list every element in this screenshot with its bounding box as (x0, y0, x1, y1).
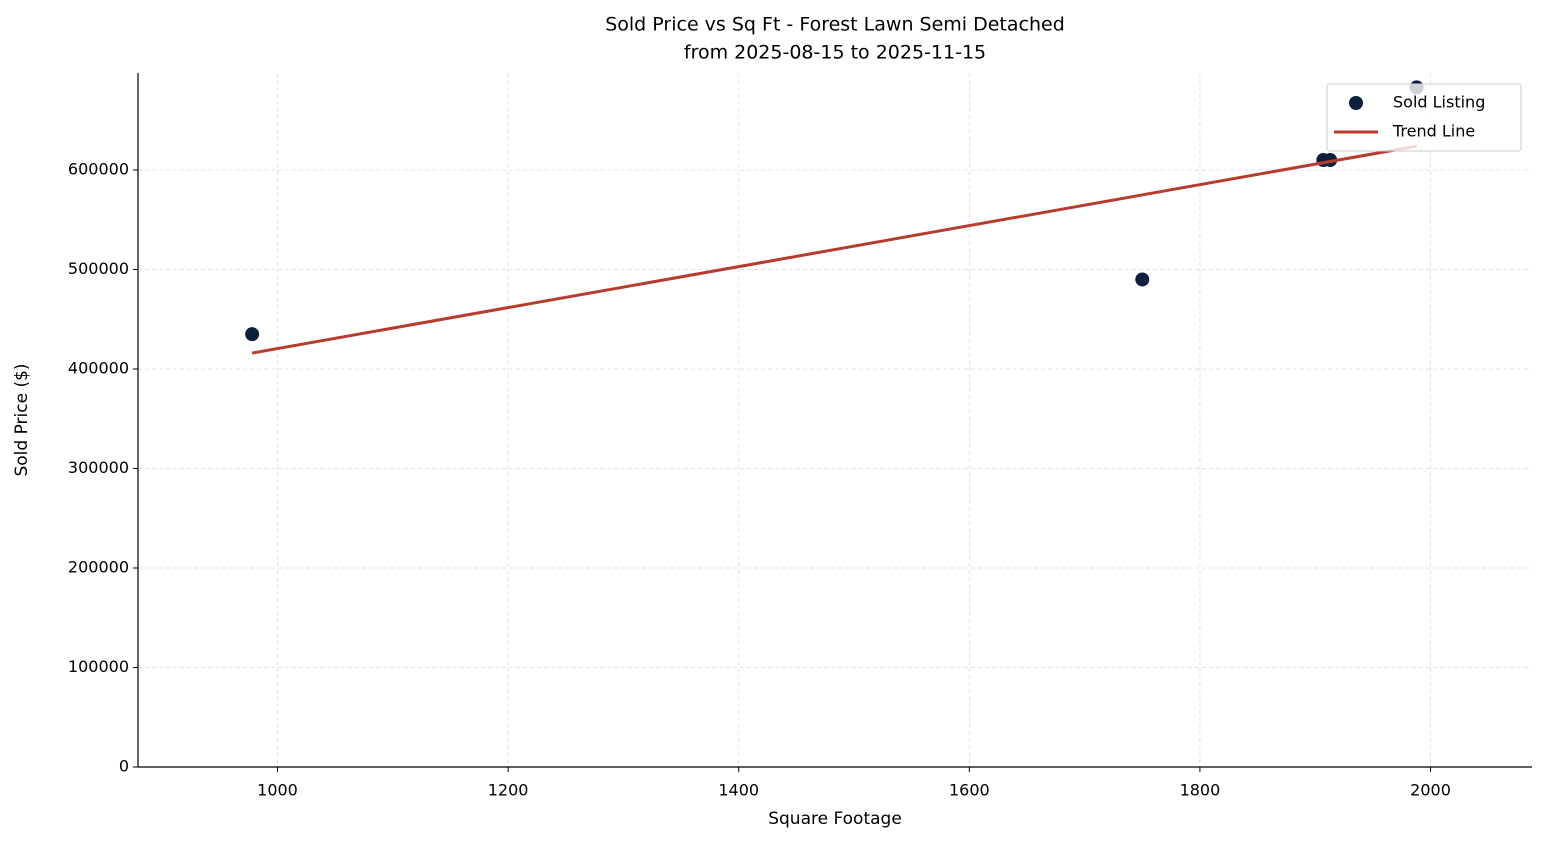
y-tick-label: 600000 (68, 160, 129, 179)
x-tick-label: 1200 (488, 781, 529, 800)
y-axis-label: Sold Price ($) (12, 363, 32, 476)
legend-label: Trend Line (1392, 122, 1475, 141)
x-tick-label: 1800 (1180, 781, 1221, 800)
x-tick-label: 1400 (718, 781, 759, 800)
x-axis-label: Square Footage (768, 809, 902, 829)
point (1135, 272, 1150, 287)
x-tick-label: 1000 (257, 781, 298, 800)
point (245, 327, 260, 342)
y-tick-label: 200000 (68, 558, 129, 577)
chart-title: Sold Price vs Sq Ft - Forest Lawn Semi D… (605, 14, 1065, 36)
legend-swatch (1349, 96, 1363, 110)
y-tick-label: 400000 (68, 359, 129, 378)
y-tick-label: 0 (119, 757, 129, 776)
y-tick-label: 100000 (68, 657, 129, 676)
x-tick-label: 1600 (949, 781, 990, 800)
x-tick-label: 2000 (1410, 781, 1451, 800)
legend-box (1326, 83, 1522, 152)
legend-label: Sold Listing (1393, 93, 1485, 112)
trend-line (251, 144, 1417, 355)
chart-subtitle: from 2025-08-15 to 2025-11-15 (684, 42, 986, 64)
y-tick-label: 500000 (68, 259, 129, 278)
y-tick-label: 300000 (68, 458, 129, 477)
